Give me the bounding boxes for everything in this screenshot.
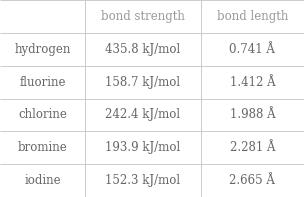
Text: 152.3 kJ/mol: 152.3 kJ/mol [105,174,181,187]
Text: 2.665 Å: 2.665 Å [230,174,275,187]
Text: 1.412 Å: 1.412 Å [230,76,275,89]
Text: 193.9 kJ/mol: 193.9 kJ/mol [105,141,181,154]
Text: 242.4 kJ/mol: 242.4 kJ/mol [105,108,181,121]
Text: bromine: bromine [18,141,67,154]
Text: 435.8 kJ/mol: 435.8 kJ/mol [105,43,181,56]
Text: chlorine: chlorine [18,108,67,121]
Text: bond length: bond length [217,10,288,23]
Text: 158.7 kJ/mol: 158.7 kJ/mol [105,76,181,89]
Text: bond strength: bond strength [101,10,185,23]
Text: fluorine: fluorine [19,76,66,89]
Text: 2.281 Å: 2.281 Å [230,141,275,154]
Text: hydrogen: hydrogen [14,43,71,56]
Text: iodine: iodine [24,174,61,187]
Text: 1.988 Å: 1.988 Å [230,108,275,121]
Text: 0.741 Å: 0.741 Å [230,43,275,56]
